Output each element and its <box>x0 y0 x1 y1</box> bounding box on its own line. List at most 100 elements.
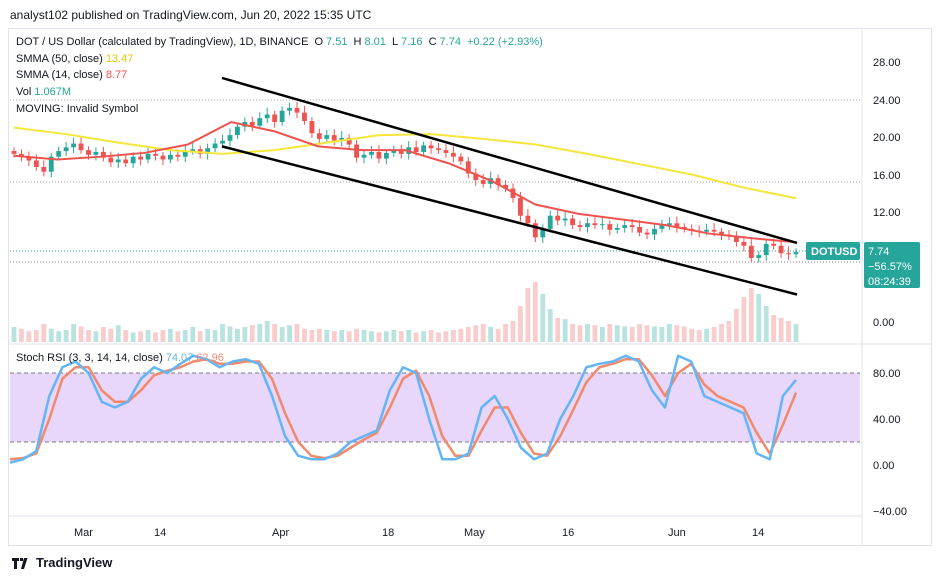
volume-bar <box>11 327 17 342</box>
candle-body <box>704 229 710 232</box>
volume-bar <box>115 325 121 342</box>
volume-bar <box>369 331 374 342</box>
tradingview-logo-icon <box>12 557 30 569</box>
volume-bar <box>63 330 69 342</box>
candle-body <box>443 150 449 153</box>
candle-body <box>450 152 456 157</box>
ohlc-high: 8.01 <box>364 36 386 48</box>
candle-body <box>279 110 285 122</box>
symbol-tag-text: DOTUSD <box>811 246 858 258</box>
tradingview-brand[interactable]: TradingView <box>12 555 112 570</box>
time-tick-label: 14 <box>154 527 166 539</box>
candle-body <box>525 215 531 224</box>
candle-body <box>369 152 374 155</box>
candle-body <box>145 153 151 160</box>
volume-bar <box>309 330 315 342</box>
volume-bar <box>220 324 225 342</box>
volume-bar <box>756 294 762 342</box>
candle-body <box>93 152 99 155</box>
stoch-label: Stoch RSI (3, 3, 14, 14, close) <box>16 352 163 364</box>
brand-name: TradingView <box>36 555 113 570</box>
smma14-value: 8.77 <box>105 69 128 81</box>
volume-bar <box>48 328 54 342</box>
volume-bar <box>41 324 47 342</box>
candle-body <box>674 223 680 227</box>
volume-bar <box>354 328 360 342</box>
price-tick-label: 20.00 <box>873 132 901 144</box>
candle-body <box>465 161 471 174</box>
candle-body <box>518 197 523 216</box>
volume-bar <box>696 330 702 342</box>
volume-bar <box>235 328 240 342</box>
candle-body <box>503 184 508 189</box>
price-tick-label: 28.00 <box>873 57 901 69</box>
smma14-line <box>13 120 797 244</box>
volume-bar <box>592 325 598 342</box>
candle-body <box>555 215 561 221</box>
time-tick-label: Jun <box>668 527 686 539</box>
ohlc-low: 7.16 <box>401 36 423 48</box>
candle-body <box>741 242 747 246</box>
volume-bar <box>361 330 367 342</box>
volume-bar <box>264 321 270 342</box>
volume-bar <box>302 328 307 342</box>
symbol-legend: DOT / US Dollar (calculated by TradingVi… <box>16 36 546 48</box>
volume-bar <box>644 325 650 342</box>
volume-bar <box>279 327 285 342</box>
volume-bar <box>518 306 523 342</box>
volume-bar <box>741 297 747 342</box>
candle-body <box>480 180 486 184</box>
volume-bar <box>637 324 643 342</box>
stoch-tick-label: −40.00 <box>873 506 907 518</box>
candle-body <box>257 118 263 126</box>
candle-body <box>629 225 635 227</box>
candle-body <box>294 107 300 113</box>
candle-body <box>331 135 337 141</box>
candle-body <box>607 224 613 230</box>
volume-bar <box>711 327 717 342</box>
candle-body <box>599 224 605 226</box>
candle-body <box>652 228 657 235</box>
volume-bar <box>182 330 188 342</box>
volume-bar <box>577 325 583 342</box>
stoch-legend: Stoch RSI (3, 3, 14, 14, close) 74.07 62.9… <box>16 352 227 364</box>
volume-bar <box>56 331 62 342</box>
stoch-k-value: 74.07 <box>165 352 194 364</box>
stoch-tick-label: 0.00 <box>873 460 894 472</box>
candle-body <box>41 167 47 172</box>
candle-body <box>547 215 553 229</box>
volume-bar <box>555 318 561 342</box>
volume-bar <box>93 331 99 342</box>
candle-body <box>190 149 196 152</box>
volume-bar <box>532 282 538 342</box>
candle-body <box>592 223 598 226</box>
price-tag-countdown: 08:24:39 <box>868 276 911 288</box>
candle-body <box>249 122 255 126</box>
candle-body <box>182 151 188 157</box>
candle-body <box>324 135 330 139</box>
candle-body <box>63 147 69 152</box>
candle-body <box>622 225 628 228</box>
candle-body <box>287 107 292 111</box>
candle-body <box>421 145 427 152</box>
volume-bar <box>629 327 635 342</box>
volume-bar <box>428 330 434 342</box>
volume-bar <box>719 324 724 342</box>
volume-bar <box>614 325 620 342</box>
candle-body <box>786 253 791 255</box>
candle-body <box>235 126 240 136</box>
candle-body <box>376 152 382 159</box>
volume-bar <box>748 288 754 342</box>
volume-bar <box>242 327 248 342</box>
ohlc-change: +0.22 (+2.93%) <box>467 36 543 48</box>
volume-bar <box>525 288 531 342</box>
volume-bar <box>510 321 516 342</box>
stoch-tick-label: 80.00 <box>873 368 901 380</box>
candle-body <box>495 178 501 185</box>
candle-body <box>436 148 441 151</box>
candle-body <box>11 151 17 154</box>
volume-bar <box>26 331 32 342</box>
stoch-d-line <box>9 357 798 461</box>
volume-bar <box>465 327 471 342</box>
